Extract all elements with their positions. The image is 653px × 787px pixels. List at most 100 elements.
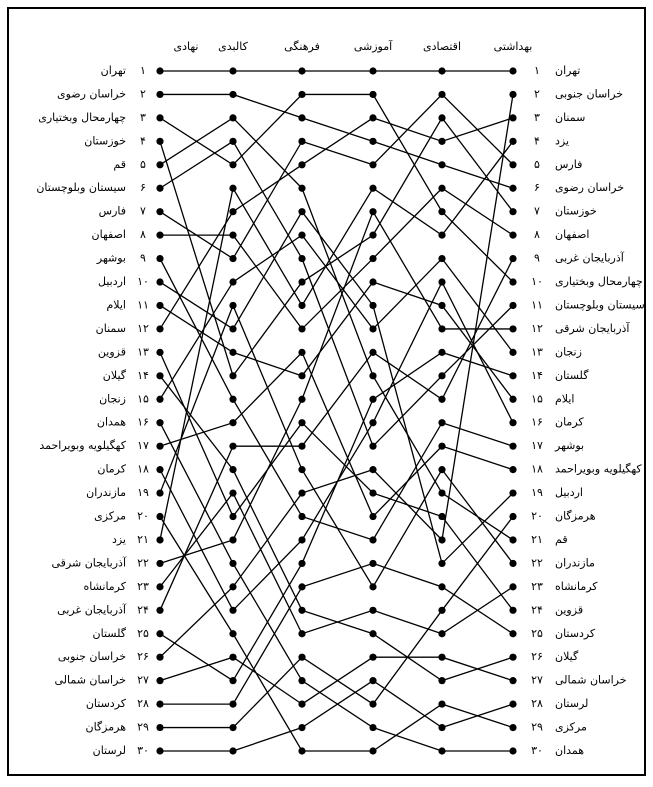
rank-dot [156, 395, 164, 403]
right-province-label: خراسان رضوی [555, 181, 624, 194]
rank-dot [509, 325, 517, 333]
right-province-label: مرکزی [555, 721, 587, 734]
rank-dot [156, 677, 164, 685]
rank-dot [509, 747, 517, 755]
right-province-label: سمنان [555, 111, 585, 124]
rank-dot [509, 395, 517, 403]
left-rank-label: ۱۹ [137, 486, 149, 499]
right-rank-label: ۹ [534, 252, 540, 265]
rank-dot [298, 208, 306, 216]
right-rank-label: ۲۰ [531, 510, 543, 523]
right-province-label: فارس [555, 158, 582, 171]
rank-dot [229, 208, 237, 216]
left-rank-label: ۱۱ [137, 298, 149, 311]
rank-dot [156, 161, 164, 169]
left-province-label: قزوین [98, 345, 126, 358]
rank-line [159, 210, 513, 565]
left-rank-label: ۴ [140, 134, 146, 147]
rank-dot [298, 90, 306, 99]
rank-line [159, 258, 514, 541]
rank-line [159, 116, 514, 378]
right-province-label: سیستان وبلوچستان [555, 298, 645, 311]
rank-dot [509, 442, 517, 450]
rank-dot [509, 301, 517, 310]
left-rank-label: ۲۶ [137, 650, 149, 663]
left-rank-label: ۲۵ [137, 627, 149, 640]
left-province-label: قم [113, 158, 126, 171]
rank-dot [509, 137, 517, 145]
rank-line [159, 210, 514, 565]
rank-line [159, 303, 514, 589]
rank-dot [438, 630, 446, 638]
rank-dot [156, 466, 164, 474]
left-rank-label: ۱۰ [137, 275, 149, 288]
rank-dot [156, 559, 164, 568]
right-rank-label: ۶ [534, 181, 540, 194]
left-rank-label: ۲۴ [137, 603, 149, 616]
rank-dot [229, 161, 237, 169]
right-province-label: اصفهان [555, 228, 589, 241]
left-province-label: آذربایجان شرقی [52, 555, 127, 569]
rank-line [159, 352, 514, 611]
rank-dot [438, 583, 446, 591]
rank-dot [438, 653, 446, 661]
rank-dot [438, 90, 446, 99]
rank-dot [438, 395, 446, 403]
rank-dot [156, 700, 164, 708]
rank-dot [298, 653, 306, 661]
left-rank-label: ۳ [140, 111, 146, 124]
rank-dot [438, 466, 446, 474]
left-province-label: لرستان [93, 744, 126, 757]
rank-dot [438, 512, 446, 521]
left-province-label: گلستان [93, 627, 127, 640]
left-rank-label: ۲۲ [137, 556, 149, 569]
rank-dot [156, 325, 164, 333]
rank-dot [369, 747, 377, 755]
rank-dot [369, 653, 377, 661]
right-rank-label: ۱ [534, 64, 540, 77]
left-province-label: زنجان [99, 392, 126, 405]
rank-dot [509, 254, 517, 263]
right-province-label: کرمان [555, 416, 584, 429]
left-province-label: مرکزی [94, 510, 126, 523]
left-rank-label: ۱۵ [137, 392, 149, 405]
rank-dot [509, 512, 517, 521]
rank-dot [229, 254, 237, 263]
right-province-label: یزد [555, 134, 569, 147]
rank-dot [438, 700, 446, 708]
left-province-label: گیلان [103, 369, 127, 382]
rank-line [159, 140, 514, 448]
rank-dot [156, 653, 164, 661]
left-province-label: آذربایجان غربی [57, 602, 127, 616]
rank-line [159, 234, 514, 400]
rank-dot [509, 606, 517, 614]
rank-dot [509, 90, 517, 99]
right-province-label: لرستان [555, 697, 588, 710]
rank-dot [369, 559, 377, 568]
rank-dot [438, 208, 446, 216]
right-rank-label: ۸ [534, 228, 540, 241]
rank-dot [229, 325, 237, 333]
rank-dot [229, 372, 237, 380]
rank-dot [509, 677, 517, 685]
rank-dot [298, 137, 306, 145]
rank-dot [369, 489, 377, 497]
rank-dot [298, 278, 306, 286]
left-rank-label: ۱۷ [137, 439, 149, 452]
rank-line [159, 93, 514, 283]
rank-line [160, 516, 514, 729]
rank-dot [298, 466, 306, 474]
right-rank-label: ۲۸ [531, 697, 543, 710]
rank-dot [369, 161, 377, 169]
rank-dot [156, 231, 164, 239]
rank-dot [298, 583, 306, 591]
rank-dot [369, 114, 377, 122]
column-header: بهداشتی [494, 40, 533, 53]
left-rank-label: ۱۲ [137, 322, 149, 335]
right-rank-label: ۱۴ [531, 369, 543, 382]
left-province-label: اردبیل [98, 275, 126, 288]
rank-dot [369, 512, 377, 521]
right-province-label: کهگیلویه وبویراحمد [555, 463, 642, 476]
rank-dot [156, 208, 164, 216]
